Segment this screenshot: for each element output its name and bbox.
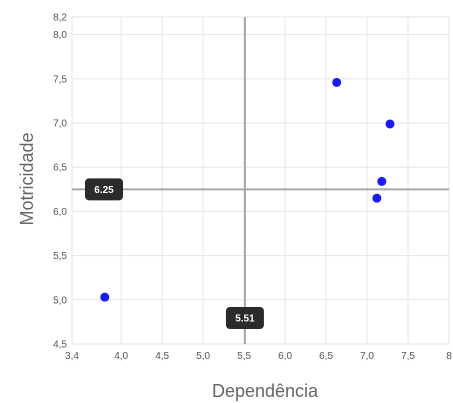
- x-reference-badge: 5.51: [225, 307, 264, 329]
- y-tick-label: 7,0: [53, 119, 67, 130]
- y-tick-label: 7,5: [53, 74, 67, 85]
- x-tick-label: 4,0: [114, 351, 128, 362]
- x-tick-label: 8: [446, 351, 452, 362]
- y-tick-label: 5,0: [53, 295, 67, 306]
- y-axis-label: Motricidade: [17, 132, 37, 225]
- y-reference-badge-text: 6.25: [94, 185, 114, 196]
- x-reference-badge-bg: [225, 307, 264, 329]
- x-tick-labels: 3,4 4,0 4,5 5,0 5,5 6,0 6,5 7,0 7,5 8: [65, 351, 452, 362]
- data-point: [100, 292, 110, 302]
- x-tick-label: 6,0: [278, 351, 292, 362]
- data-point: [385, 119, 395, 129]
- y-reference-badge-bg: [85, 178, 123, 201]
- y-tick-label: 4,5: [53, 340, 67, 351]
- y-reference-badge: 6.25: [85, 178, 123, 201]
- data-point: [377, 176, 387, 186]
- y-tick-label: 6,5: [53, 163, 67, 174]
- grid: [71, 16, 450, 345]
- reference-badges: 6.25 5.51: [85, 178, 264, 329]
- reference-lines: [72, 17, 449, 344]
- x-tick-label: 6,5: [319, 351, 333, 362]
- x-tick-label: 7,5: [401, 351, 415, 362]
- x-axis-label: Dependência: [212, 381, 319, 401]
- x-tick-label: 4,5: [155, 351, 169, 362]
- x-tick-label: 5,5: [237, 351, 251, 362]
- data-points: [100, 77, 395, 302]
- x-tick-label: 5,0: [196, 351, 210, 362]
- data-point: [372, 193, 382, 203]
- x-tick-label: 3,4: [65, 351, 79, 362]
- y-tick-label: 8,0: [53, 30, 67, 41]
- x-tick-label: 7,0: [360, 351, 374, 362]
- x-reference-badge-text: 5.51: [235, 314, 255, 325]
- y-tick-label: 5,5: [53, 251, 67, 262]
- y-tick-label: 6,0: [53, 207, 67, 218]
- data-point: [332, 77, 342, 87]
- y-tick-labels: 4,5 5,0 5,5 6,0 6,5 7,0 7,5 8,0 8,2: [53, 13, 67, 351]
- y-tick-label: 8,2: [53, 13, 67, 24]
